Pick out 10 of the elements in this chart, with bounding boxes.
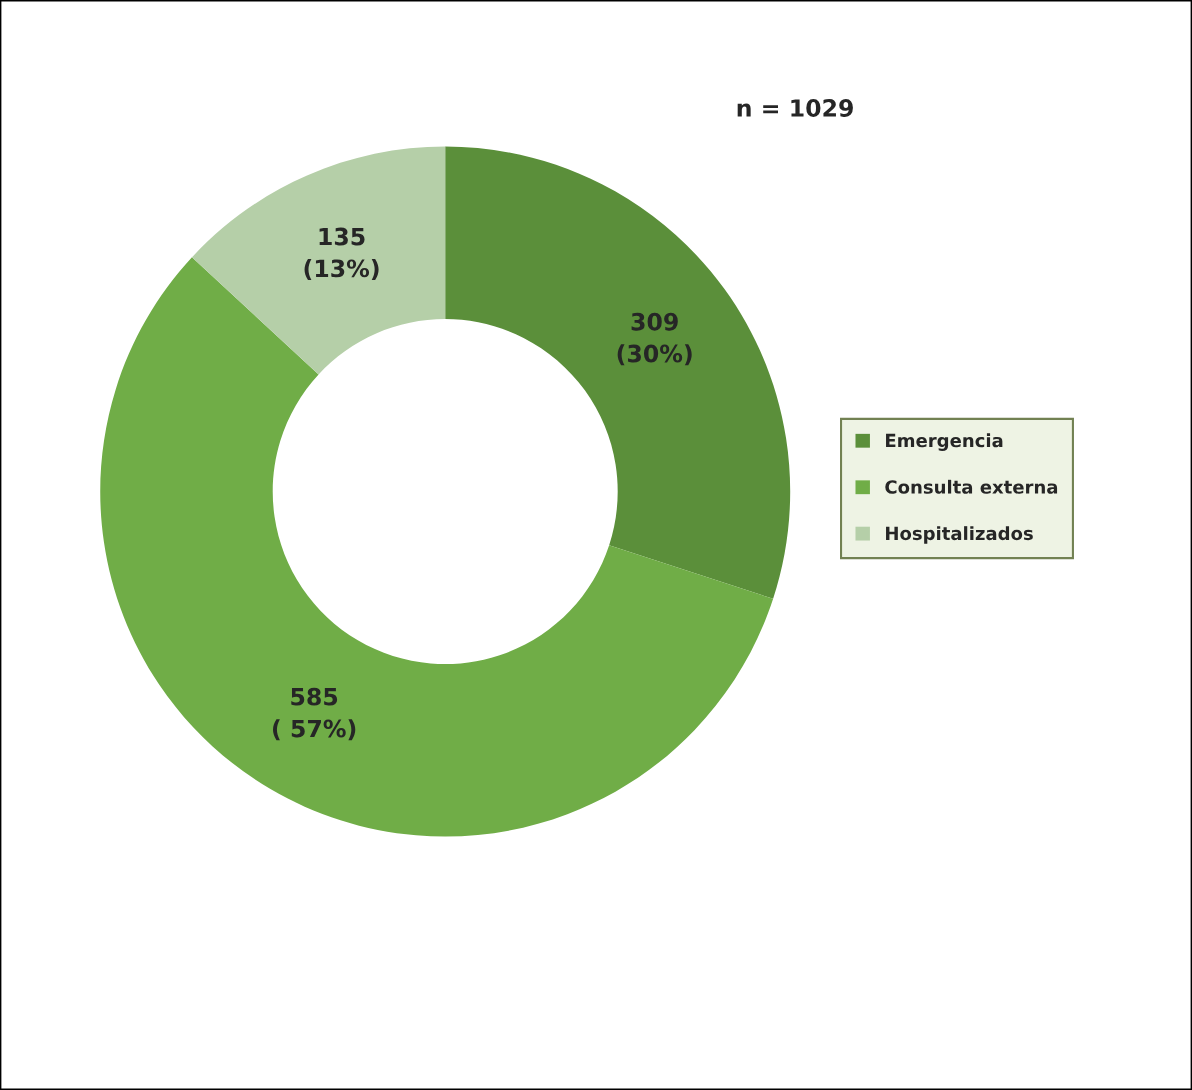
data-label: 135 (13%)	[304, 227, 379, 281]
donut-slice	[100, 257, 774, 837]
data-label: 309 (30%)	[617, 312, 692, 366]
donut-slice	[445, 146, 791, 599]
legend-label: Hospitalizados	[886, 526, 1033, 544]
chart-title: n = 1029	[737, 99, 853, 117]
legend-label: Emergencia	[886, 433, 1003, 451]
data-label: 585 ( 57%)	[273, 687, 356, 741]
legend-label: Consulta externa	[885, 479, 1058, 494]
donut-slice	[191, 146, 446, 375]
